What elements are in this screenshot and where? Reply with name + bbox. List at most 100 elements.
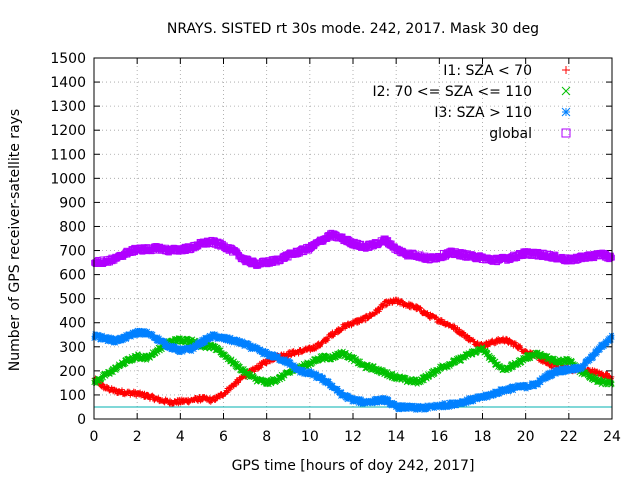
plot-area	[91, 229, 615, 413]
data-point	[383, 303, 389, 309]
y-tick-label: 400	[59, 316, 86, 332]
data-point	[355, 400, 362, 406]
y-tick-label: 1100	[50, 147, 86, 163]
data-point	[552, 367, 559, 373]
data-point	[128, 334, 134, 340]
data-point	[230, 340, 236, 346]
data-point	[378, 399, 385, 405]
data-point	[258, 346, 264, 353]
y-tick-label: 1200	[50, 123, 86, 139]
data-point	[258, 364, 264, 370]
x-tick-label: 12	[344, 429, 362, 445]
plot-border	[93, 57, 613, 420]
data-point	[461, 401, 468, 407]
data-point	[318, 378, 325, 384]
data-point	[99, 375, 105, 382]
data-point	[300, 367, 307, 373]
x-tick-label: 2	[133, 429, 142, 445]
data-point	[109, 335, 116, 342]
x-tick-label: 14	[387, 429, 405, 445]
legend-marker	[561, 86, 571, 96]
y-tick-label: 300	[59, 340, 86, 356]
y-tick-label: 700	[59, 244, 86, 260]
legend-marker	[562, 66, 570, 74]
data-point	[485, 394, 492, 400]
y-tick-label: 500	[59, 292, 86, 308]
data-point	[535, 382, 542, 388]
data-point	[607, 255, 614, 262]
data-point	[441, 400, 447, 406]
y-tick-label: 800	[59, 219, 86, 235]
y-tick-label: 200	[59, 364, 86, 380]
data-point	[119, 338, 125, 344]
data-point	[193, 345, 200, 351]
x-tick-label: 6	[219, 429, 228, 445]
legend-label: I2: 70 <= SZA <= 110	[372, 84, 532, 100]
y-tick-label: 1500	[50, 51, 86, 67]
x-tick-label: 8	[262, 429, 271, 445]
data-point	[362, 318, 368, 324]
chart-title: NRAYS. SISTED rt 30s mode. 242, 2017. Ma…	[167, 21, 539, 37]
data-point	[425, 310, 430, 315]
y-tick-label: 100	[59, 388, 86, 404]
data-point	[561, 366, 567, 372]
data-point	[475, 396, 481, 402]
data-point	[434, 314, 439, 320]
axis-ticks: 0 100 200 300 400 500 600 700 800 900 1000 1100 1200…	[50, 51, 621, 445]
x-tick-label: 22	[560, 429, 578, 445]
series-i1-sza-70	[91, 296, 615, 407]
data-point	[264, 361, 269, 367]
data-point	[461, 330, 467, 335]
data-point	[177, 349, 183, 356]
data-point	[597, 347, 603, 353]
x-axis-label: GPS time [hours of doy 242, 2017]	[232, 458, 475, 474]
data-point	[284, 361, 290, 367]
data-point	[475, 339, 480, 345]
y-tick-label: 1400	[50, 75, 86, 91]
data-point	[150, 331, 156, 337]
data-point	[339, 389, 345, 395]
data-point	[397, 406, 403, 412]
data-point	[228, 386, 234, 392]
y-axis-label: Number of GPS receiver-satellite rays	[7, 109, 23, 371]
data-point	[123, 332, 129, 338]
data-point	[325, 338, 331, 343]
data-point	[464, 400, 470, 406]
data-point	[320, 375, 327, 381]
series-i3-sza-110	[91, 327, 615, 413]
y-tick-label: 1000	[50, 171, 86, 187]
data-point	[326, 378, 332, 385]
data-point	[453, 403, 460, 409]
data-point	[117, 334, 123, 340]
data-point	[590, 354, 597, 360]
data-point	[196, 338, 202, 345]
data-point	[233, 382, 239, 388]
x-tick-label: 10	[301, 429, 319, 445]
legend-label: global	[489, 126, 532, 142]
x-tick-label: 20	[517, 429, 535, 445]
legend-marker	[561, 128, 571, 138]
data-point	[383, 400, 390, 406]
data-point	[214, 336, 221, 342]
y-tick-label: 600	[59, 268, 86, 284]
legend: I1: SZA < 70 I2: 70 <= SZA <= 110 I3: SZA …	[372, 63, 571, 142]
x-tick-label: 24	[603, 429, 621, 445]
x-tick-label: 16	[430, 429, 448, 445]
y-tick-label: 900	[59, 195, 86, 211]
series-global	[91, 229, 615, 269]
data-point	[439, 317, 445, 322]
data-point	[471, 398, 477, 405]
data-point	[388, 400, 394, 406]
data-point	[133, 332, 139, 339]
x-tick-label: 18	[474, 429, 492, 445]
data-point	[350, 394, 356, 401]
y-tick-label: 0	[77, 412, 86, 428]
data-point	[583, 361, 589, 367]
legend-marker	[561, 107, 571, 117]
data-point	[538, 379, 544, 386]
y-tick-label: 1300	[50, 99, 86, 115]
data-point	[148, 330, 155, 337]
data-point	[184, 347, 190, 353]
data-point	[425, 406, 432, 412]
